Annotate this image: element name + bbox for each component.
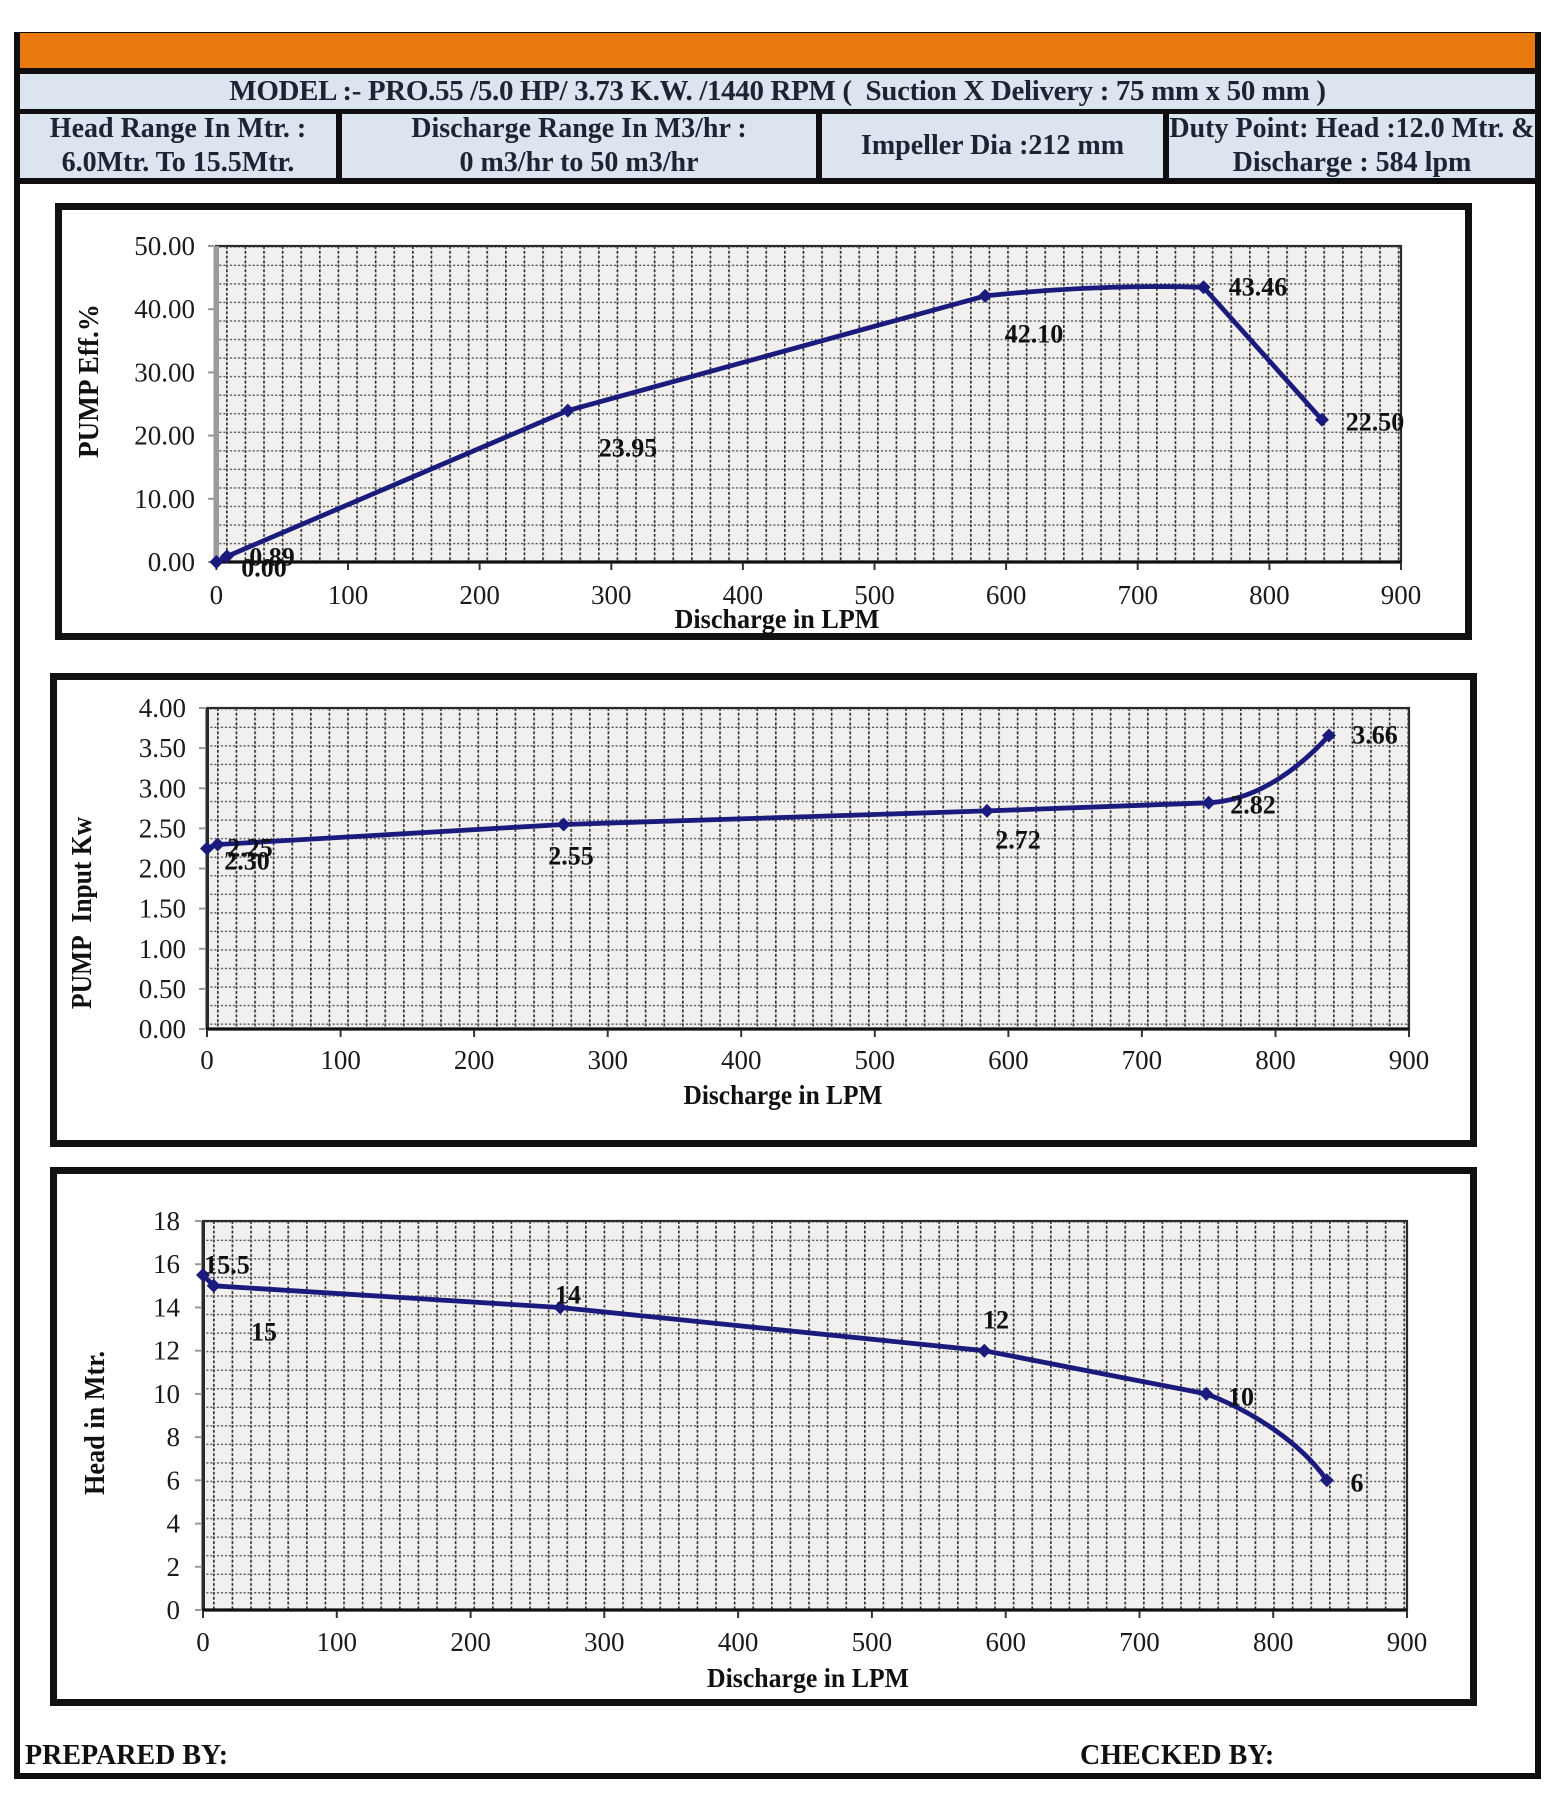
svg-text:300: 300 — [591, 580, 632, 610]
svg-text:18: 18 — [153, 1206, 180, 1236]
svg-text:2.50: 2.50 — [139, 813, 186, 843]
svg-text:Head in Mtr.: Head in Mtr. — [79, 1351, 111, 1495]
svg-text:2: 2 — [167, 1552, 181, 1582]
svg-text:2.30: 2.30 — [224, 847, 270, 876]
svg-text:200: 200 — [454, 1045, 495, 1075]
svg-text:900: 900 — [1381, 580, 1422, 610]
svg-text:4.00: 4.00 — [139, 693, 186, 723]
svg-text:900: 900 — [1387, 1627, 1428, 1657]
svg-text:10: 10 — [153, 1379, 180, 1409]
svg-text:6: 6 — [167, 1465, 181, 1495]
svg-text:1.50: 1.50 — [139, 894, 186, 924]
svg-text:22.50: 22.50 — [1346, 408, 1405, 437]
svg-text:2.72: 2.72 — [995, 826, 1041, 855]
svg-text:0.89: 0.89 — [249, 543, 295, 572]
svg-text:600: 600 — [986, 580, 1027, 610]
svg-text:12: 12 — [983, 1306, 1009, 1335]
svg-text:600: 600 — [988, 1045, 1029, 1075]
svg-text:0: 0 — [200, 1045, 214, 1075]
svg-text:700: 700 — [1117, 580, 1158, 610]
svg-text:12: 12 — [153, 1336, 180, 1366]
svg-text:100: 100 — [328, 580, 369, 610]
svg-text:2.00: 2.00 — [139, 854, 186, 884]
svg-text:300: 300 — [584, 1627, 625, 1657]
svg-text:400: 400 — [721, 1045, 762, 1075]
svg-text:15: 15 — [251, 1318, 277, 1347]
svg-text:800: 800 — [1249, 580, 1290, 610]
svg-text:14: 14 — [153, 1293, 181, 1323]
svg-text:40.00: 40.00 — [134, 294, 195, 324]
svg-text:PUMP Eff.%: PUMP Eff.% — [73, 304, 105, 458]
svg-text:10: 10 — [1228, 1383, 1254, 1412]
svg-text:0.00: 0.00 — [241, 554, 287, 583]
svg-text:Discharge in LPM: Discharge in LPM — [675, 604, 880, 634]
svg-text:300: 300 — [587, 1045, 628, 1075]
svg-text:4: 4 — [167, 1509, 181, 1539]
svg-text:0.50: 0.50 — [139, 974, 186, 1004]
svg-text:43.46: 43.46 — [1229, 273, 1288, 302]
svg-text:14: 14 — [555, 1281, 581, 1310]
svg-text:100: 100 — [320, 1045, 361, 1075]
svg-text:2.82: 2.82 — [1230, 791, 1276, 820]
svg-text:23.95: 23.95 — [599, 434, 658, 463]
svg-text:Discharge in LPM: Discharge in LPM — [684, 1080, 883, 1110]
svg-text:500: 500 — [855, 1045, 896, 1075]
svg-text:900: 900 — [1389, 1045, 1430, 1075]
svg-text:15.5: 15.5 — [204, 1251, 250, 1280]
svg-text:0.00: 0.00 — [139, 1014, 186, 1044]
svg-text:8: 8 — [167, 1422, 181, 1452]
svg-text:0: 0 — [196, 1627, 210, 1657]
svg-text:200: 200 — [450, 1627, 491, 1657]
svg-text:100: 100 — [317, 1627, 358, 1657]
svg-text:1.00: 1.00 — [139, 934, 186, 964]
svg-text:PUMP Input Kw: PUMP Input Kw — [66, 817, 98, 1009]
svg-text:700: 700 — [1122, 1045, 1163, 1075]
svg-text:800: 800 — [1255, 1045, 1296, 1075]
svg-text:Discharge in LPM: Discharge in LPM — [707, 1663, 909, 1693]
svg-text:700: 700 — [1119, 1627, 1160, 1657]
svg-text:400: 400 — [723, 580, 764, 610]
svg-text:400: 400 — [718, 1627, 759, 1657]
svg-text:3.66: 3.66 — [1352, 721, 1398, 750]
svg-text:0: 0 — [210, 580, 224, 610]
svg-text:0: 0 — [167, 1595, 181, 1625]
svg-text:3.00: 3.00 — [139, 773, 186, 803]
svg-text:16: 16 — [153, 1249, 180, 1279]
svg-text:500: 500 — [852, 1627, 893, 1657]
svg-text:42.10: 42.10 — [1005, 320, 1064, 349]
svg-text:30.00: 30.00 — [134, 357, 195, 387]
svg-text:200: 200 — [459, 580, 500, 610]
svg-text:600: 600 — [985, 1627, 1026, 1657]
svg-text:2.25: 2.25 — [227, 834, 273, 863]
svg-text:10.00: 10.00 — [134, 484, 195, 514]
svg-text:800: 800 — [1253, 1627, 1294, 1657]
svg-text:6: 6 — [1351, 1469, 1364, 1498]
svg-text:0.00: 0.00 — [148, 547, 195, 577]
svg-text:3.50: 3.50 — [139, 733, 186, 763]
svg-text:50.00: 50.00 — [134, 231, 195, 261]
svg-text:20.00: 20.00 — [134, 421, 195, 451]
svg-text:500: 500 — [854, 580, 895, 610]
svg-text:2.55: 2.55 — [548, 842, 594, 871]
